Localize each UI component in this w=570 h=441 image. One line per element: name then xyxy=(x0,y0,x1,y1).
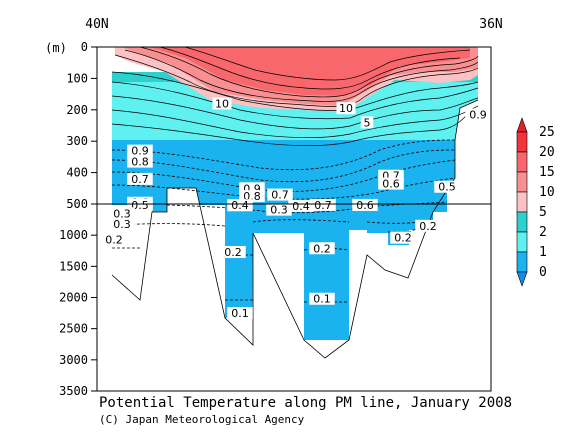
contour-label: 0.5 xyxy=(131,199,149,212)
y-tick-label: 2500 xyxy=(59,322,88,336)
contour-label: 0.4 xyxy=(231,199,249,212)
colorbar-label: 0 xyxy=(539,265,547,280)
contour-label-box xyxy=(239,190,265,203)
colorbar-label: 10 xyxy=(539,185,555,200)
contour-label: 0.2 xyxy=(313,242,331,255)
y-tick-label: 3000 xyxy=(59,353,88,367)
band-1-2-fill xyxy=(112,82,478,140)
plot-frame xyxy=(96,46,492,392)
colorbar-swatch xyxy=(516,251,528,273)
unsampled-region xyxy=(225,233,349,390)
y-tick-label: 3500 xyxy=(59,384,88,398)
contour-label: 0.5 xyxy=(438,181,456,194)
colorbar-swatch xyxy=(516,171,528,193)
colorbar-swatch xyxy=(516,211,528,233)
y-tick-marks xyxy=(91,46,97,392)
colorbar-swatch xyxy=(516,131,528,153)
contour-label: 0.2 xyxy=(419,220,437,233)
contour-label-box xyxy=(465,108,491,121)
contour-label: 0.8 xyxy=(131,156,149,169)
contour-label: 0.3 xyxy=(270,204,288,217)
chart-title: Potential Temperature along PM line, Jan… xyxy=(99,395,512,411)
contour-label: 0.2 xyxy=(394,232,412,245)
x-right-label: 36N xyxy=(479,17,502,32)
contour-label: 0.1 xyxy=(231,307,249,320)
section-plot-area: 101050.90.90.80.70.90.80.70.70.60.50.60.… xyxy=(97,47,491,390)
y-tick-label: 300 xyxy=(66,134,88,148)
y-tick-labels: 0 100 200 300 400 500 1000 1500 2000 2500 3000 3500 xyxy=(59,40,88,398)
contour-label: 0.3 xyxy=(113,207,131,220)
contour-label-box xyxy=(227,199,253,212)
y-tick-label: 100 xyxy=(66,71,88,85)
contour-label-box xyxy=(227,307,253,320)
contour-label: 0.2 xyxy=(105,234,123,247)
contour-label: 0.4 xyxy=(292,200,310,213)
colorbar-swatch xyxy=(516,231,528,253)
y-tick-label: 1500 xyxy=(59,259,88,273)
y-tick-label: 400 xyxy=(66,166,88,180)
contour-label-box xyxy=(378,177,404,190)
contour-label-box xyxy=(310,198,336,211)
colorbar-extend-top xyxy=(516,117,528,133)
colorbar-label: 1 xyxy=(539,245,547,260)
unsampled-region xyxy=(349,100,491,390)
x-left-label: 40N xyxy=(85,17,108,32)
deep-water-fill xyxy=(112,140,455,340)
y-tick-label: 0 xyxy=(81,40,88,54)
contour-label-box xyxy=(309,242,335,255)
contour-label: 0.7 xyxy=(131,173,149,186)
colorbar-swatch xyxy=(516,191,528,213)
contour-label-box xyxy=(390,231,416,244)
contour-label-box xyxy=(266,203,292,216)
contour-label: 0.9 xyxy=(131,145,149,158)
contour-label: 10 xyxy=(339,102,353,115)
colorbar-label: 20 xyxy=(539,145,555,160)
colorbar-label: 25 xyxy=(539,125,555,140)
y-tick-label: 200 xyxy=(66,103,88,117)
contour-label-box xyxy=(109,207,135,220)
contour-label-box xyxy=(267,188,293,201)
contour-labels: 101050.90.90.80.70.90.80.70.70.60.50.60.… xyxy=(101,97,491,320)
contour-label-box xyxy=(434,180,460,193)
contour-label-box xyxy=(352,198,378,211)
y-tick-label: 1000 xyxy=(59,228,88,242)
contour-label-box xyxy=(415,219,441,232)
contour-label-box xyxy=(288,199,314,212)
y-tick-label: 500 xyxy=(66,197,88,211)
credit-text: (C) Japan Meteorological Agency xyxy=(99,413,305,426)
unsampled-region xyxy=(152,188,225,390)
contour-label: 0.6 xyxy=(356,199,374,212)
contour-label-box xyxy=(127,144,153,157)
contour-label-box xyxy=(212,97,232,110)
contour-label-box xyxy=(360,116,374,129)
y-tick-label: 2000 xyxy=(59,291,88,305)
contour-label: 0.3 xyxy=(113,218,131,231)
contour-label-box xyxy=(101,233,127,246)
y-axis-unit-label: (m) xyxy=(45,41,67,55)
contour-label-box xyxy=(309,292,335,305)
colorbar-extend-bottom xyxy=(516,271,528,287)
contour-label: 10 xyxy=(215,98,229,111)
contour-label-box xyxy=(220,245,246,258)
contour-label-box xyxy=(127,155,153,168)
contour-label: 0.7 xyxy=(314,199,332,212)
colorbar-label: 2 xyxy=(539,225,547,240)
contour-label: 0.1 xyxy=(313,293,331,306)
unsampled-region xyxy=(97,212,152,390)
colorbar-label: 15 xyxy=(539,165,555,180)
contour-label: 0.6 xyxy=(382,178,400,191)
contour-label-box xyxy=(127,172,153,185)
contour-label: 0.7 xyxy=(271,189,289,202)
contour-label: 0.2 xyxy=(224,246,242,259)
band-15-20-fill xyxy=(150,47,470,96)
contour-label-box xyxy=(109,217,135,230)
colorbar-label: 5 xyxy=(539,205,547,220)
contour-label-box xyxy=(336,102,356,115)
colorbar-swatch xyxy=(516,151,528,173)
contour-label: 0.9 xyxy=(469,109,487,122)
contour-label: 5 xyxy=(364,116,371,129)
